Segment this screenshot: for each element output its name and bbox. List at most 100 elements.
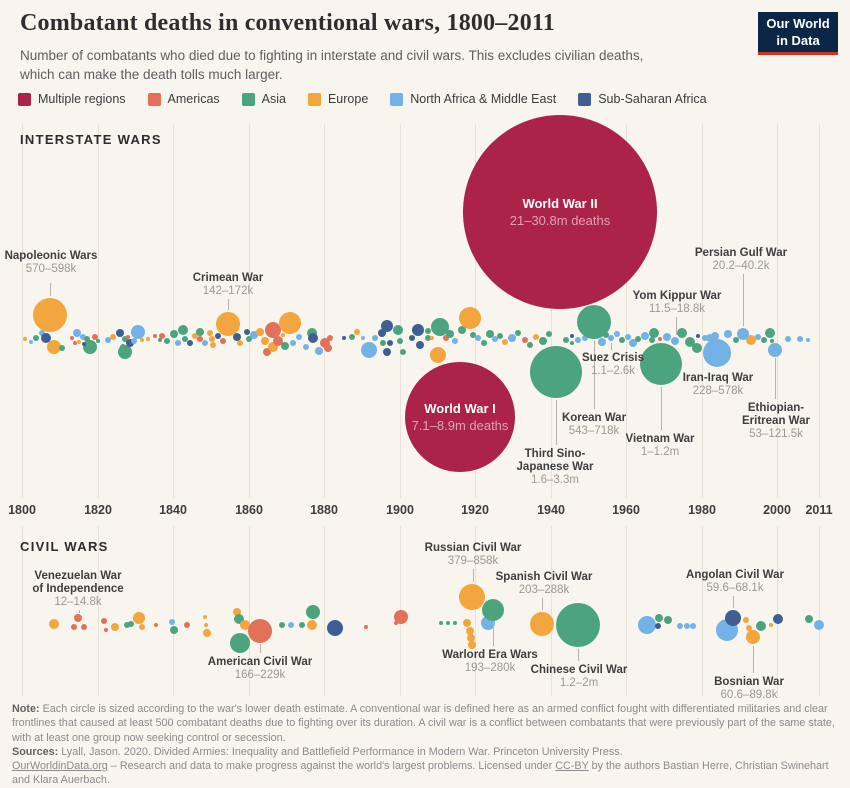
owid-logo: Our World in Data xyxy=(758,12,838,55)
background-dot xyxy=(527,342,533,348)
background-dot xyxy=(153,334,157,338)
war-bubble-yom-kippur-war xyxy=(671,337,679,345)
background-dot xyxy=(306,605,320,619)
footer-note: Note: Each circle is sized according to … xyxy=(12,702,838,745)
background-dot xyxy=(349,334,355,340)
background-dot xyxy=(378,329,386,337)
war-death-estimate: 60.6–89.8k xyxy=(720,689,778,701)
war-death-estimate: 59.6–68.1k xyxy=(706,582,764,594)
war-label: Suez Crisis 1.1–2.6k xyxy=(582,352,644,378)
background-dot xyxy=(724,330,732,338)
war-name: of Independence xyxy=(32,583,124,595)
background-dot xyxy=(746,625,752,631)
background-dot xyxy=(303,344,309,350)
background-dot xyxy=(773,614,783,624)
war-label: Chinese Civil War 1.2–2m xyxy=(531,664,628,690)
background-dot xyxy=(265,322,281,338)
background-dot xyxy=(685,337,695,347)
background-dot xyxy=(470,332,476,338)
background-dot xyxy=(175,340,181,346)
background-dot xyxy=(203,629,211,637)
war-death-estimate: 1–1.2m xyxy=(640,446,680,458)
background-dot xyxy=(279,622,285,628)
callout-line xyxy=(50,283,51,296)
background-dot xyxy=(755,334,761,340)
background-dot xyxy=(116,329,124,337)
war-death-estimate: 166–229k xyxy=(234,669,286,681)
war-label: Crimean War 142–172k xyxy=(193,272,264,298)
background-dot xyxy=(655,623,661,629)
legend-label: Asia xyxy=(261,92,286,106)
war-label: Napoleonic Wars 570–598k xyxy=(5,250,98,276)
war-death-estimate: 1.2–2m xyxy=(559,677,599,689)
background-dot xyxy=(49,619,59,629)
war-label: Persian Gulf War 20.2–40.2k xyxy=(695,247,787,273)
war-label: Russian Civil War 379–858k xyxy=(425,542,522,568)
owid-link[interactable]: OurWorldinData.org xyxy=(12,760,108,772)
war-name: Korean War xyxy=(561,412,627,424)
background-dot xyxy=(431,318,449,336)
legend-swatch xyxy=(241,92,255,106)
callout-line xyxy=(753,646,754,673)
background-dot xyxy=(126,339,134,347)
legend-label: Americas xyxy=(167,92,220,106)
background-dot xyxy=(425,335,431,341)
gridline-1860 xyxy=(249,124,250,498)
background-dot xyxy=(522,337,528,343)
background-dot xyxy=(154,623,158,627)
background-dot xyxy=(598,338,606,346)
background-dot xyxy=(409,335,415,341)
footer-sources: Sources: Lyall, Jason. 2020. Divided Arm… xyxy=(12,745,838,759)
background-dot xyxy=(327,620,343,636)
gridline-1820 xyxy=(98,124,99,498)
background-dot xyxy=(233,608,241,616)
background-dot xyxy=(281,333,285,337)
legend-swatch xyxy=(18,92,31,106)
legend-swatch xyxy=(307,92,321,106)
legend-item-multiple-regions: Multiple regions xyxy=(18,92,126,106)
background-dot xyxy=(361,342,377,358)
war-label: Third Sino- Japanese War 1.6–3.3m xyxy=(517,448,594,487)
background-dot xyxy=(140,338,144,342)
background-dot xyxy=(70,336,74,340)
war-bubble-iran-iraq-war xyxy=(703,339,731,367)
legend: Multiple regions Americas Asia Europe North … xyxy=(18,92,707,106)
background-dot xyxy=(614,331,620,337)
war-name: Warlord Era Wars xyxy=(442,649,538,661)
background-dot xyxy=(412,324,424,336)
background-dot xyxy=(508,334,516,342)
axis-tick-1940: 1940 xyxy=(537,503,565,517)
background-dot xyxy=(664,616,672,624)
background-dot xyxy=(805,615,813,623)
war-name: Venezuelan War xyxy=(34,570,122,582)
war-bubble-angolan-civil-war xyxy=(725,610,741,626)
ccby-link[interactable]: CC-BY xyxy=(555,760,589,772)
legend-label: North Africa & Middle East xyxy=(410,92,557,106)
background-dot xyxy=(80,334,86,340)
gridline-2011 xyxy=(819,526,820,696)
background-dot xyxy=(641,332,649,340)
background-dot xyxy=(237,340,243,346)
gridline-1840 xyxy=(173,526,174,696)
background-dot xyxy=(202,340,208,346)
background-dot xyxy=(207,330,213,336)
background-dot xyxy=(71,624,77,630)
background-dot xyxy=(394,610,408,624)
background-dot xyxy=(184,622,190,628)
legend-item-sub-saharan-africa: Sub-Saharan Africa xyxy=(578,92,707,106)
callout-line xyxy=(775,358,776,399)
war-name: Iran-Iraq War xyxy=(682,372,754,384)
war-bubble-russian-civil-war xyxy=(459,584,485,610)
war-name: World War I xyxy=(424,401,496,416)
background-dot xyxy=(281,342,289,350)
war-name: Vietnam War xyxy=(625,433,695,445)
background-dot xyxy=(696,334,700,338)
background-dot xyxy=(756,621,766,631)
background-dot xyxy=(446,621,450,625)
background-dot xyxy=(658,337,662,341)
war-name: Chinese Civil War xyxy=(530,664,628,676)
war-name: Spanish Civil War xyxy=(495,571,593,583)
background-dot xyxy=(111,623,119,631)
background-dot xyxy=(497,333,503,339)
background-dot xyxy=(570,334,574,338)
